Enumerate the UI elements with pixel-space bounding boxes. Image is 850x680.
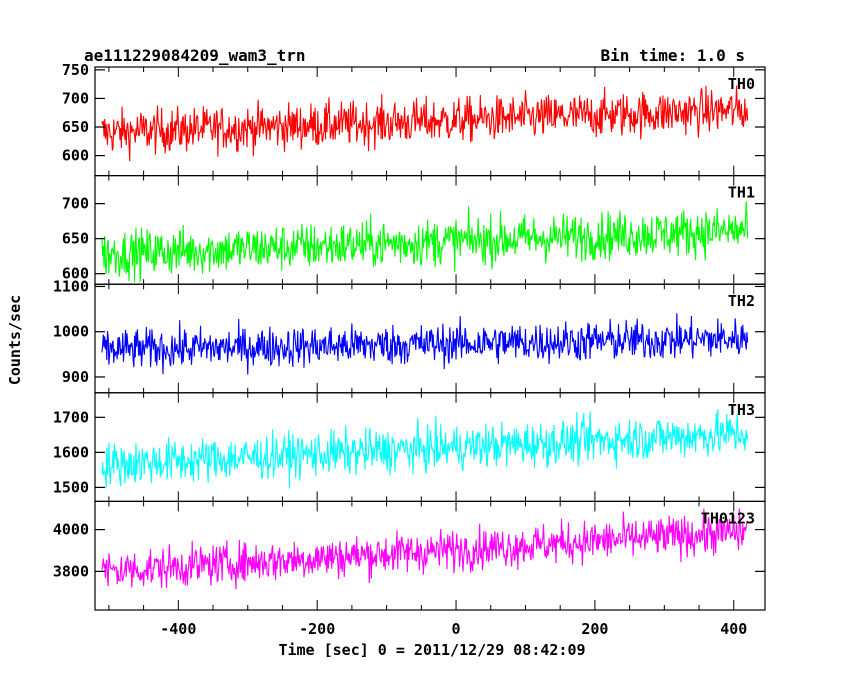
panel-th3: 1500 1600 1700 TH3 (53, 392, 766, 502)
y-tick-label: 3800 (53, 562, 89, 580)
series-line-th2 (101, 313, 749, 375)
x-tick-label: 200 (581, 620, 608, 638)
chart-title: ae111229084209_wam3_trn (84, 46, 306, 65)
x-axis-label: Time [sec] 0 = 2011/12/29 08:42:09 (278, 641, 585, 659)
y-tick-label: 1500 (53, 478, 89, 496)
y-tick-label: 650 (62, 230, 89, 248)
panel-th1: 600 650 700 TH1 (62, 175, 766, 285)
y-tick-label: 700 (62, 195, 89, 213)
panel-th2: 900 1000 1100 TH2 (53, 277, 766, 394)
y-tick-label: 1700 (53, 408, 89, 426)
panel-th0123: 3800 4000 TH0123 (53, 500, 766, 611)
y-tick-label: 750 (62, 61, 89, 79)
panels-group: 600 650 700 750 TH0 600 650 700 TH1 900 1000 1100 TH… (53, 61, 766, 611)
x-axis: -400 -200 0 200 400 (160, 620, 747, 638)
y-tick-label: 600 (62, 147, 89, 165)
x-tick-label: 400 (720, 620, 747, 638)
panel-label-th2: TH2 (728, 292, 755, 310)
series-line-th0 (101, 85, 749, 162)
y-tick-label: 1100 (53, 277, 89, 295)
y-tick-label: 1000 (53, 323, 89, 341)
panel-th0: 600 650 700 750 TH0 (62, 61, 766, 177)
x-tick-label: 0 (452, 620, 461, 638)
panel-label-th3: TH3 (728, 401, 755, 419)
series-line-th3 (101, 409, 749, 489)
y-axis-label: Counts/sec (6, 295, 24, 385)
panel-label-th1: TH1 (728, 184, 755, 202)
bin-time-label: Bin time: 1.0 s (601, 46, 746, 65)
x-tick-label: -200 (299, 620, 335, 638)
series-line-th0123 (101, 508, 749, 590)
y-tick-label: 600 (62, 265, 89, 283)
panel-label-th0123: TH0123 (701, 509, 755, 527)
panel-frame (94, 500, 766, 611)
panel-label-th0: TH0 (728, 75, 755, 93)
y-tick-label: 900 (62, 368, 89, 386)
y-tick-label: 650 (62, 118, 89, 136)
y-tick-label: 4000 (53, 521, 89, 539)
y-tick-label: 700 (62, 89, 89, 107)
series-line-th1 (101, 201, 749, 283)
x-tick-label: -400 (160, 620, 196, 638)
y-tick-label: 1600 (53, 443, 89, 461)
